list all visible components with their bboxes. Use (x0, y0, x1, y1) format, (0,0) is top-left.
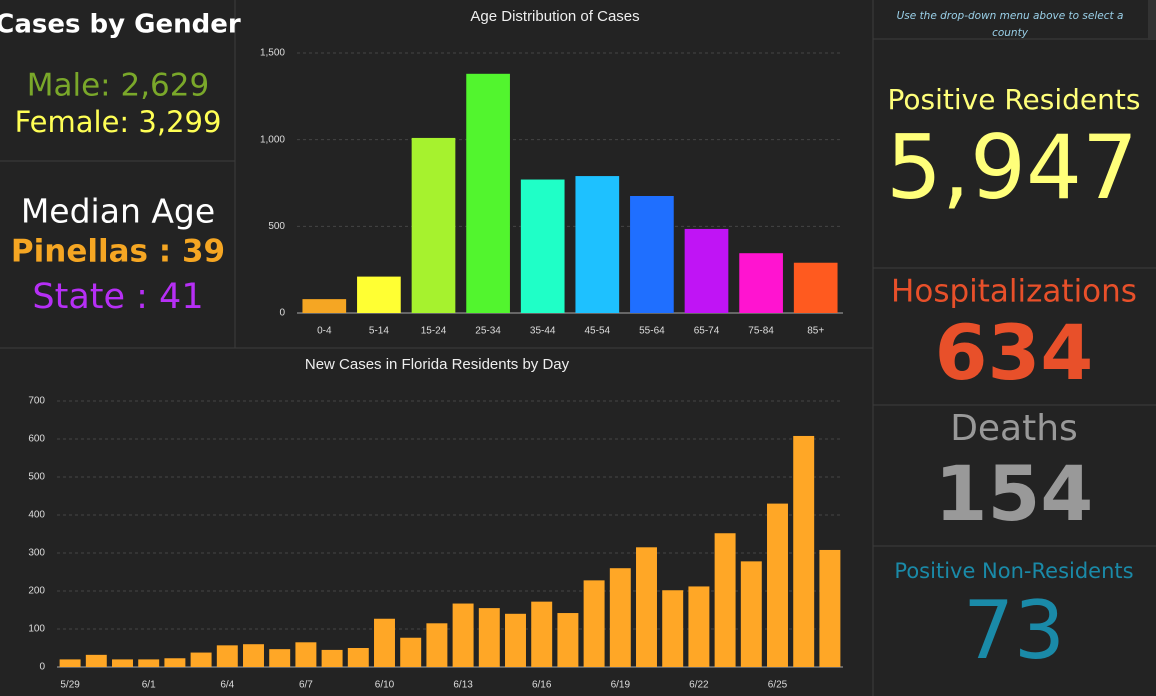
bar (684, 228, 729, 313)
bar (347, 648, 369, 667)
chart-title: Age Distribution of Cases (470, 8, 639, 25)
male-count: Male: 2,629 (27, 68, 209, 104)
x-tick-label: 35-44 (530, 326, 556, 337)
stat-label: Positive Non-Residents (894, 559, 1133, 583)
bar (85, 654, 107, 667)
stat-label: Deaths (950, 408, 1078, 449)
x-tick-label: 6/10 (375, 680, 395, 691)
bar (243, 644, 264, 667)
bar (466, 73, 510, 313)
bar (557, 613, 579, 667)
bar (739, 253, 783, 313)
bar (374, 618, 395, 667)
bar (520, 179, 565, 313)
x-tick-label: 6/1 (142, 680, 156, 691)
bar (714, 533, 736, 667)
y-tick-label: 600 (28, 434, 45, 445)
bar (138, 659, 160, 667)
bar (767, 503, 788, 667)
chart-title: New Cases in Florida Residents by Day (305, 356, 570, 373)
bar (662, 590, 684, 667)
bar (357, 276, 401, 313)
stat-value: 634 (935, 308, 1094, 397)
note: county (992, 27, 1029, 39)
y-tick-label: 300 (28, 548, 45, 559)
x-tick-label: 65-74 (694, 326, 720, 337)
x-tick-label: 5-14 (369, 326, 389, 337)
x-tick-label: 55-64 (639, 326, 665, 337)
bar (630, 196, 674, 313)
bar (793, 435, 815, 667)
y-tick-label: 100 (28, 624, 45, 635)
county-median: Pinellas : 39 (11, 234, 225, 270)
y-tick-label: 0 (279, 308, 285, 319)
bar (190, 652, 212, 667)
y-tick-label: 1,500 (260, 48, 285, 59)
x-tick-label: 6/4 (220, 680, 234, 691)
bar (793, 262, 838, 313)
x-tick-label: 45-54 (585, 326, 611, 337)
x-tick-label: 6/13 (453, 680, 473, 691)
x-tick-label: 5/29 (60, 680, 80, 691)
bar (819, 549, 841, 667)
x-tick-label: 15-24 (421, 326, 447, 337)
y-tick-label: 200 (28, 586, 45, 597)
bar (688, 586, 710, 667)
stat-value: 154 (935, 449, 1094, 538)
y-tick-label: 700 (28, 396, 45, 407)
y-tick-label: 500 (268, 221, 285, 232)
bar (302, 299, 347, 313)
x-tick-label: 6/25 (768, 680, 788, 691)
note: Use the drop-down menu above to select a (897, 10, 1124, 22)
scrollbar[interactable] (1148, 0, 1156, 40)
bar (426, 623, 448, 667)
x-tick-label: 6/16 (532, 680, 552, 691)
x-tick-label: 75-84 (748, 326, 774, 337)
bar (478, 608, 500, 667)
stat-label: Hospitalizations (891, 274, 1137, 310)
bar (575, 176, 620, 313)
bar (583, 580, 605, 667)
x-tick-label: 0-4 (317, 326, 332, 337)
x-tick-label: 25-34 (475, 326, 501, 337)
y-tick-label: 0 (39, 662, 45, 673)
bar (636, 547, 657, 667)
bar (295, 642, 317, 667)
stat-value: 5,947 (886, 116, 1138, 219)
stat-label: Positive Residents (888, 83, 1141, 116)
y-tick-label: 1,000 (260, 134, 285, 145)
bar (452, 603, 474, 667)
bar (740, 561, 762, 667)
x-tick-label: 6/7 (299, 680, 313, 691)
bar (609, 568, 631, 667)
state-median: State : 41 (32, 277, 203, 317)
y-tick-label: 400 (28, 510, 45, 521)
female-count: Female: 3,299 (15, 105, 222, 139)
median-age-title: Median Age (21, 192, 215, 231)
bar (321, 649, 343, 667)
bar (505, 613, 526, 667)
bar (400, 637, 422, 667)
bar (164, 658, 186, 667)
gender-title: Cases by Gender (0, 10, 241, 40)
bar (112, 659, 133, 667)
stat-value: 73 (963, 584, 1065, 677)
x-tick-label: 85+ (807, 326, 824, 337)
x-tick-label: 6/19 (611, 680, 631, 691)
y-tick-label: 500 (28, 472, 45, 483)
x-tick-label: 6/22 (689, 680, 709, 691)
bar (269, 649, 291, 667)
bar (59, 659, 81, 667)
bar (411, 137, 456, 313)
bar (216, 645, 238, 667)
bar (531, 601, 553, 667)
